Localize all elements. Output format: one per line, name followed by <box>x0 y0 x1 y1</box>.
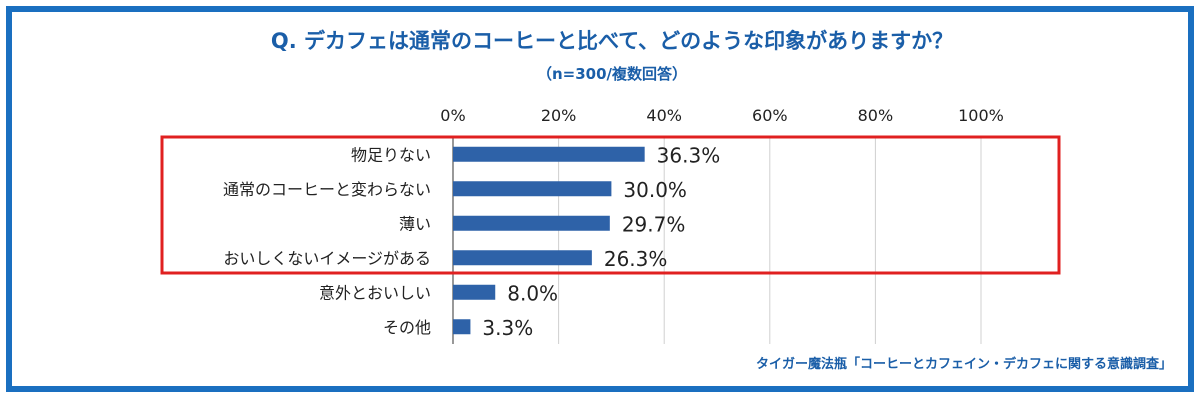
x-axis-ticks: 0% 20% 40% 60% 80% 100% <box>440 106 1004 125</box>
source-note: タイガー魔法瓶「コーヒーとカフェイン・デカフェに関する意識調査」 <box>755 357 1172 372</box>
x-tick-label: 0% <box>440 106 465 125</box>
x-tick-label: 80% <box>858 106 894 125</box>
category-label: その他 <box>383 318 431 337</box>
grid-lines <box>452 137 982 344</box>
value-label: 26.3% <box>604 247 668 271</box>
category-labels: 物足りない通常のコーヒーと変わらない薄いおいしくないイメージがある意外とおいしい… <box>223 145 431 337</box>
category-label: 物足りない <box>351 145 431 164</box>
value-labels: 36.3% 30.0% 29.7% 26.3% 8.0% 3.3% <box>482 143 720 340</box>
category-label: 薄い <box>399 214 431 233</box>
chart-title: Q. デカフェは通常のコーヒーと比べて、どのような印象がありますか？ <box>270 29 954 53</box>
value-label: 8.0% <box>507 281 558 305</box>
category-label: 通常のコーヒーと変わらない <box>223 180 431 199</box>
x-tick-label: 60% <box>752 106 788 125</box>
bar <box>453 284 496 300</box>
value-label: 30.0% <box>623 178 687 202</box>
highlight-box <box>160 135 1061 275</box>
value-label: 29.7% <box>622 212 686 236</box>
bars <box>453 146 645 335</box>
x-tick-label: 40% <box>646 106 682 125</box>
category-label: おいしくないイメージがある <box>223 249 431 268</box>
chart-frame <box>6 6 1194 392</box>
chart-subtitle: （n=300/複数回答） <box>536 65 688 83</box>
bar <box>453 250 592 266</box>
bar <box>453 215 610 231</box>
bar <box>453 146 645 162</box>
x-tick-label: 20% <box>541 106 577 125</box>
category-label: 意外とおいしい <box>319 283 431 302</box>
value-label: 3.3% <box>482 316 533 340</box>
bar <box>453 181 612 197</box>
bar <box>453 319 471 335</box>
x-tick-label: 100% <box>958 106 1004 125</box>
value-label: 36.3% <box>657 143 721 167</box>
